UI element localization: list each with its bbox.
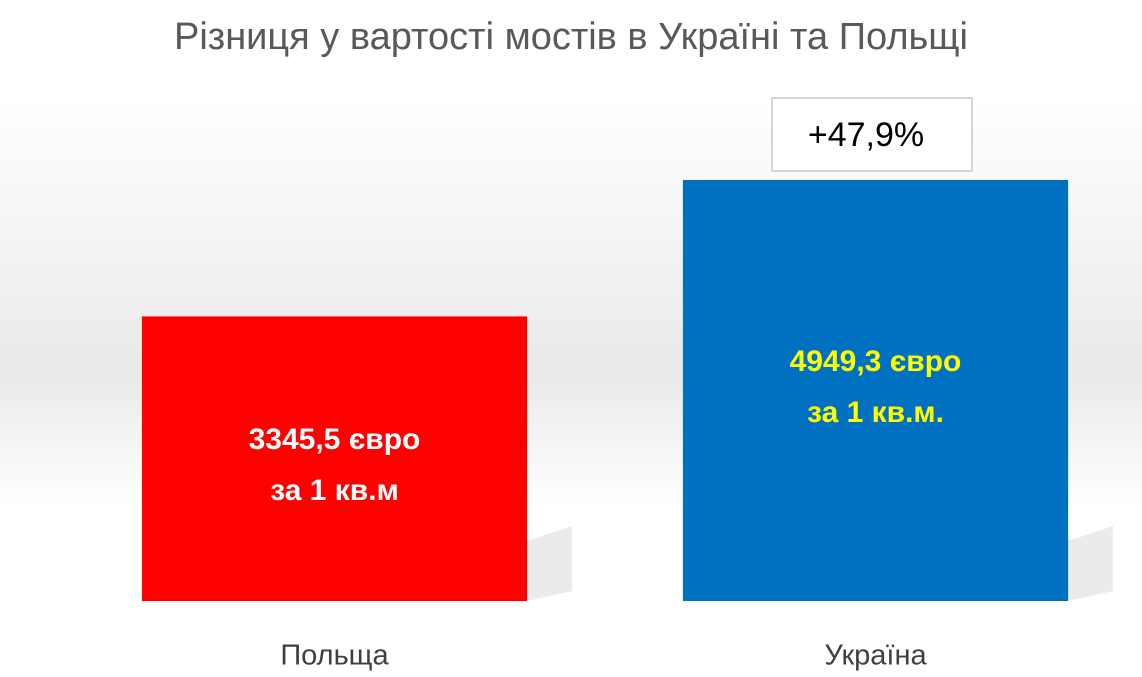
annotation-box: [771, 97, 973, 172]
value-label: 4949,3 євро за 1 кв.м.: [790, 345, 962, 429]
chart-title: Різниця у вартості мостів в Україні та П…: [173, 16, 968, 58]
x-tick-label: Україна: [824, 640, 927, 672]
bar: [141, 316, 528, 601]
bar-shadow: [527, 526, 573, 601]
annotation: +47,9%: [808, 116, 924, 154]
x-tick-label: Польща: [280, 640, 389, 672]
bar-shadow: [1068, 526, 1114, 601]
bar: [682, 180, 1069, 601]
value-label: 3345,5 євро за 1 кв.м: [249, 423, 421, 507]
